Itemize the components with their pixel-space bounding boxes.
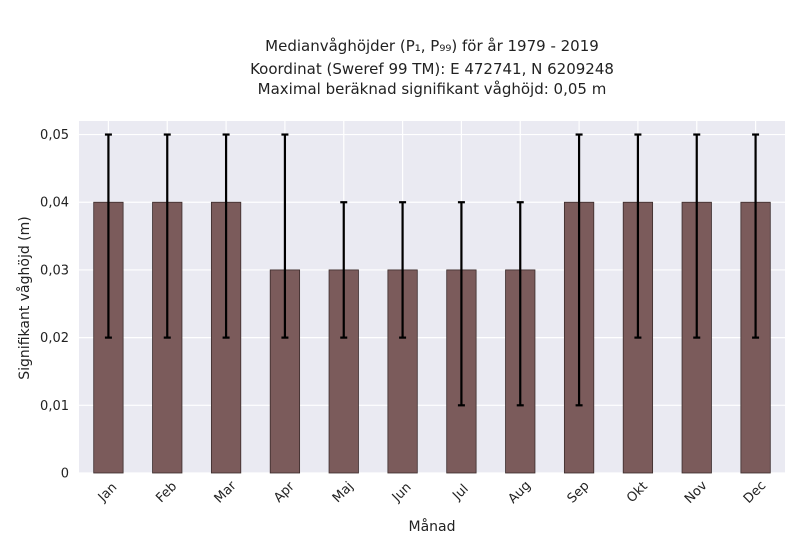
error-bar-dec <box>752 133 760 339</box>
error-bar-nov <box>693 133 701 339</box>
chart-title-line-1: Medianvåghöjder (P₁, P₉₉) för år 1979 - … <box>265 37 599 55</box>
error-bar-apr <box>281 133 289 339</box>
x-tick-label: Mar <box>212 478 240 506</box>
x-tick-label: Jan <box>95 480 120 505</box>
error-bar-jan <box>104 133 112 339</box>
error-bar-sep <box>575 133 583 407</box>
x-tick-label: Okt <box>624 479 651 506</box>
chart-title-line-3: Maximal beräknad signifikant våghöjd: 0,… <box>258 80 607 98</box>
error-bar-maj <box>340 201 348 339</box>
chart-title-line-2: Koordinat (Sweref 99 TM): E 472741, N 62… <box>250 60 614 78</box>
x-tick-label: Dec <box>741 478 769 506</box>
x-tick-label: Apr <box>271 479 298 506</box>
y-tick-label: 0,03 <box>40 263 69 278</box>
plot-area <box>79 121 785 473</box>
x-tick-label: Maj <box>330 479 357 506</box>
x-tick-label: Feb <box>153 479 180 506</box>
x-tick-label: Aug <box>505 478 534 507</box>
x-tick-labels: Jan Feb Mar Apr Maj Jun Jul Aug Sep Okt Nov Dec <box>95 478 769 507</box>
error-bar-aug <box>516 201 524 407</box>
x-axis-label: Månad <box>409 518 456 535</box>
y-axis-label: Signifikant våghöjd (m) <box>16 216 33 379</box>
x-tick-label: Jun <box>389 480 415 506</box>
y-tick-label: 0,02 <box>40 331 69 346</box>
error-bar-mar <box>222 133 230 339</box>
error-bar-okt <box>634 133 642 339</box>
x-tick-label: Jul <box>449 482 471 504</box>
y-tick-label: 0 <box>61 467 69 482</box>
error-bars <box>104 133 760 407</box>
error-bar-jun <box>399 201 407 339</box>
y-tick-labels: 0 0,01 0,02 0,03 0,04 0,05 <box>40 128 69 481</box>
y-tick-label: 0,04 <box>40 196 69 211</box>
error-bar-jul <box>457 201 465 407</box>
y-tick-label: 0,01 <box>40 399 69 414</box>
x-tick-label: Sep <box>565 479 593 507</box>
y-tick-label: 0,05 <box>40 128 69 143</box>
error-bar-feb <box>163 133 171 339</box>
x-tick-label: Nov <box>682 478 711 507</box>
